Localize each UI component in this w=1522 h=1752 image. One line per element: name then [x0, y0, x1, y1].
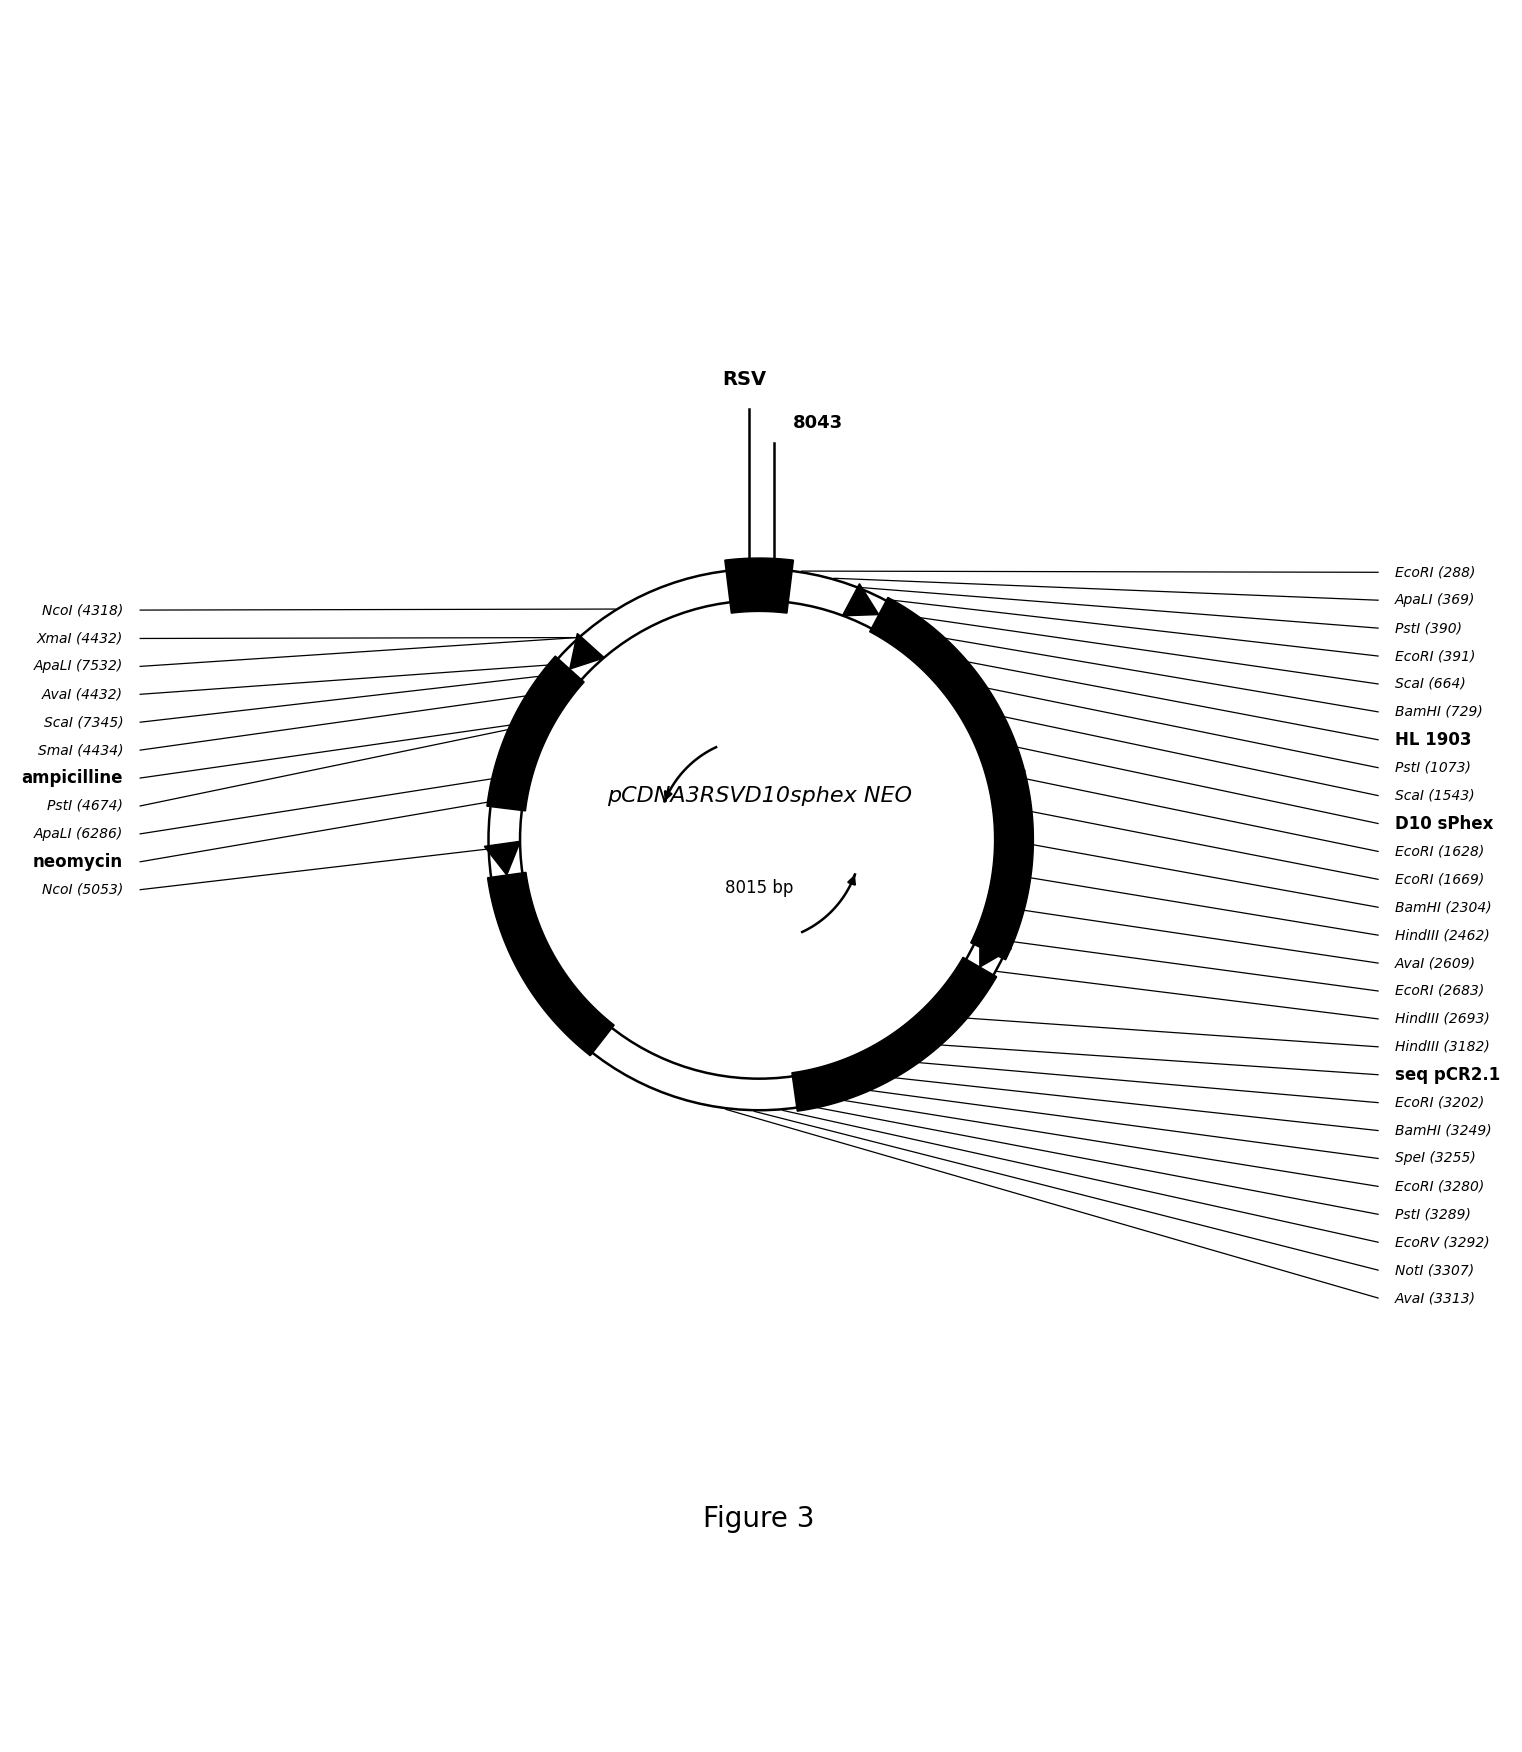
Text: EcoRI (3280): EcoRI (3280) [1396, 1179, 1484, 1193]
Text: EcoRI (1628): EcoRI (1628) [1396, 844, 1484, 858]
Text: AvaI (3313): AvaI (3313) [1396, 1291, 1476, 1305]
Text: PstI (4674): PstI (4674) [47, 799, 123, 813]
Text: 8043: 8043 [793, 413, 843, 433]
Polygon shape [569, 634, 604, 669]
Polygon shape [989, 771, 1026, 804]
Text: PstI (3289): PstI (3289) [1396, 1207, 1470, 1221]
Text: BamHI (2304): BamHI (2304) [1396, 901, 1492, 915]
Text: BamHI (3249): BamHI (3249) [1396, 1123, 1492, 1137]
Text: neomycin: neomycin [33, 853, 123, 871]
Text: SpeI (3255): SpeI (3255) [1396, 1151, 1476, 1165]
Polygon shape [971, 801, 1033, 960]
Text: NcoI (4318): NcoI (4318) [43, 603, 123, 617]
Text: HindIII (3182): HindIII (3182) [1396, 1039, 1490, 1053]
Text: ApaLI (7532): ApaLI (7532) [33, 659, 123, 673]
Text: ApaLI (369): ApaLI (369) [1396, 594, 1475, 608]
Polygon shape [842, 583, 878, 615]
Text: PstI (390): PstI (390) [1396, 622, 1463, 636]
Text: BamHI (729): BamHI (729) [1396, 704, 1482, 718]
Polygon shape [980, 930, 1012, 967]
Text: Figure 3: Figure 3 [703, 1505, 814, 1533]
Text: NcoI (5053): NcoI (5053) [43, 883, 123, 897]
Text: ScaI (664): ScaI (664) [1396, 676, 1466, 690]
Text: HL 1903: HL 1903 [1396, 731, 1472, 748]
Text: EcoRI (288): EcoRI (288) [1396, 566, 1475, 580]
Text: EcoRI (1669): EcoRI (1669) [1396, 872, 1484, 887]
Text: HindIII (2462): HindIII (2462) [1396, 929, 1490, 943]
Polygon shape [724, 559, 793, 613]
Polygon shape [791, 957, 997, 1111]
Text: pCDNA3RSVD10sphex NEO: pCDNA3RSVD10sphex NEO [607, 787, 912, 806]
Text: EcoRI (3202): EcoRI (3202) [1396, 1095, 1484, 1109]
Text: EcoRI (2683): EcoRI (2683) [1396, 985, 1484, 999]
Text: ScaI (7345): ScaI (7345) [44, 715, 123, 729]
Text: PstI (1073): PstI (1073) [1396, 760, 1470, 774]
Text: seq pCR2.1: seq pCR2.1 [1396, 1065, 1501, 1084]
Polygon shape [487, 655, 584, 811]
Text: RSV: RSV [723, 370, 767, 389]
Text: EcoRI (391): EcoRI (391) [1396, 648, 1475, 662]
Polygon shape [869, 597, 1030, 808]
Text: ApaLI (6286): ApaLI (6286) [33, 827, 123, 841]
Text: XmaI (4432): XmaI (4432) [37, 631, 123, 645]
Text: 8015 bp: 8015 bp [724, 880, 793, 897]
Polygon shape [487, 872, 615, 1056]
Text: NotI (3307): NotI (3307) [1396, 1263, 1475, 1277]
Text: HindIII (2693): HindIII (2693) [1396, 1013, 1490, 1027]
Polygon shape [484, 841, 521, 874]
Text: ampicilline: ampicilline [21, 769, 123, 787]
Text: AvaI (2609): AvaI (2609) [1396, 957, 1476, 971]
Text: SmaI (4434): SmaI (4434) [38, 743, 123, 757]
Text: ScaI (1543): ScaI (1543) [1396, 788, 1475, 802]
Text: AvaI (4432): AvaI (4432) [43, 687, 123, 701]
Text: EcoRV (3292): EcoRV (3292) [1396, 1235, 1490, 1249]
Text: D10 sPhex: D10 sPhex [1396, 815, 1493, 832]
